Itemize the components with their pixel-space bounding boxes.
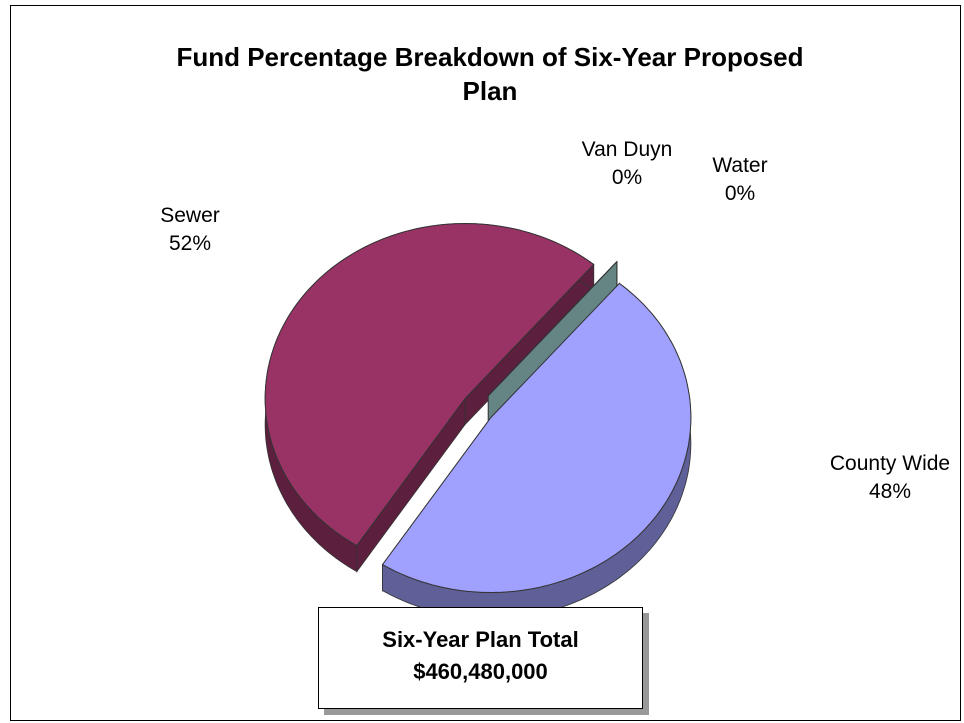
slice-label: County Wide bbox=[830, 452, 950, 475]
slice-label: Van Duyn bbox=[582, 138, 673, 161]
slice bbox=[487, 261, 618, 397]
slice-value-label: 0% bbox=[612, 166, 642, 189]
annotation-line: Six-Year Plan Total bbox=[382, 627, 579, 652]
slice-label: Sewer bbox=[160, 204, 220, 227]
slice-label: Water bbox=[712, 154, 767, 177]
slice-value-label: 52% bbox=[169, 232, 211, 255]
slice bbox=[264, 222, 595, 547]
slice-value-label: 0% bbox=[725, 182, 755, 205]
annotation-box: Six-Year Plan Total $460,480,000 bbox=[318, 607, 643, 709]
annotation-line: $460,480,000 bbox=[413, 659, 548, 684]
chart-frame bbox=[10, 5, 961, 721]
slice bbox=[381, 282, 692, 594]
chart-title: Fund Percentage Breakdown of Six-Year Pr… bbox=[176, 42, 804, 106]
slice-value-label: 48% bbox=[869, 480, 911, 503]
